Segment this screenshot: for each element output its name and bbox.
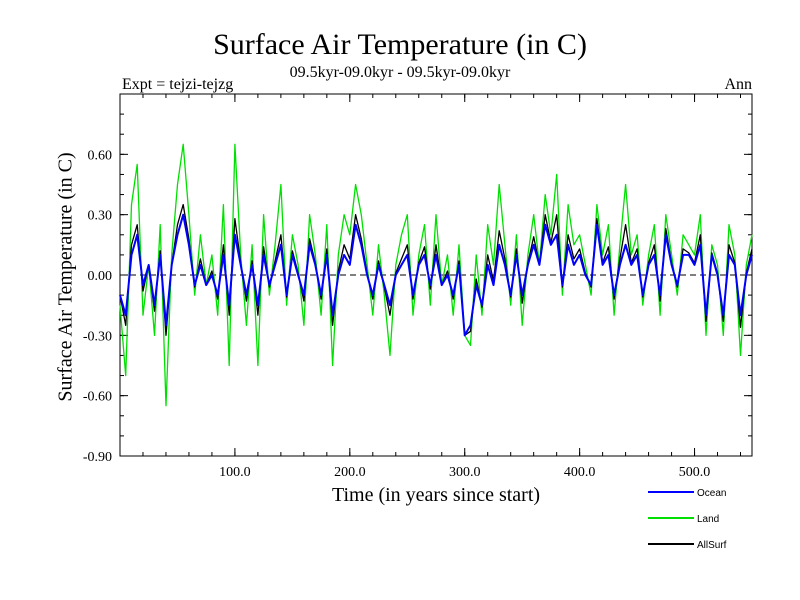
period-label: Ann bbox=[724, 76, 752, 93]
chart-title: Surface Air Temperature (in C) bbox=[213, 28, 587, 61]
x-tick-label: 500.0 bbox=[679, 465, 711, 480]
chart-subtitle: 09.5kyr-09.0kyr - 09.5kyr-09.0kyr bbox=[289, 64, 511, 81]
x-tick-label: 300.0 bbox=[449, 465, 481, 480]
y-tick-label: 0.60 bbox=[88, 148, 113, 163]
y-tick-label: -0.30 bbox=[83, 329, 112, 344]
legend-label-ocean: Ocean bbox=[697, 488, 726, 499]
series-line-ocean bbox=[119, 213, 753, 337]
x-tick-label: 200.0 bbox=[334, 465, 366, 480]
x-tick-label: 400.0 bbox=[564, 465, 596, 480]
y-tick-label: 0.30 bbox=[88, 209, 113, 224]
y-tick-label: -0.90 bbox=[83, 450, 112, 465]
y-tick-label: -0.60 bbox=[83, 390, 112, 405]
x-tick-label: 100.0 bbox=[219, 465, 251, 480]
legend-label-land: Land bbox=[697, 514, 719, 525]
y-tick-label: 0.00 bbox=[88, 269, 113, 284]
experiment-label: Expt = tejzi-tejzg bbox=[122, 76, 234, 93]
legend-label-allsurf: AllSurf bbox=[697, 540, 727, 551]
x-axis-label: Time (in years since start) bbox=[331, 484, 541, 506]
